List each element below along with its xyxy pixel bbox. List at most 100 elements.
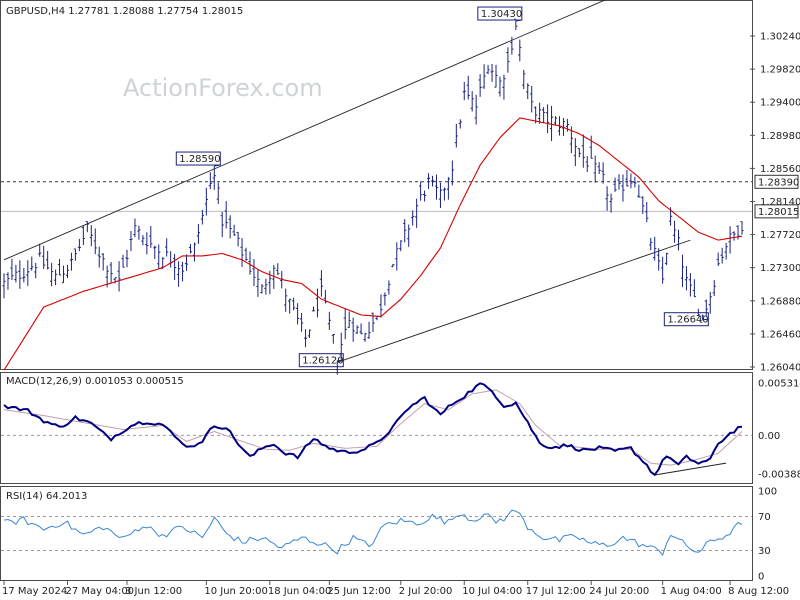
ohlc-bar: [629, 173, 633, 189]
ohlc-bar: [153, 245, 157, 260]
ohlc-bar: [605, 186, 609, 211]
ohlc-bar: [252, 259, 256, 287]
ohlc-bar: [538, 102, 542, 124]
ohlc-bar: [339, 332, 343, 361]
ohlc-bar: [117, 261, 121, 292]
ohlc-bar: [411, 210, 415, 226]
current-price-tag-box: [754, 204, 799, 219]
ohlc-bar: [728, 226, 732, 254]
time-tick: 27 May 04:00: [65, 586, 134, 597]
watermark: ActionForex.com: [123, 74, 323, 102]
ohlc-bar: [220, 211, 224, 238]
ohlc-bar: [38, 243, 42, 257]
ohlc-bar: [101, 253, 105, 271]
ohlc-bar: [53, 269, 58, 286]
ohlc-bar: [474, 94, 478, 125]
ohlc-bar: [415, 198, 419, 228]
ohlc-bar: [494, 64, 498, 88]
ohlc-bar: [672, 220, 677, 243]
annotation-text: 1.28590: [179, 154, 220, 165]
annotation-swing-high: 1.28590: [175, 151, 221, 167]
ohlc-bar: [446, 177, 450, 200]
macd-divergence-line: [654, 462, 727, 476]
ohlc-bar: [347, 311, 351, 328]
ohlc-bar: [665, 252, 669, 266]
ohlc-bar: [581, 134, 585, 168]
ohlc-bar: [34, 262, 38, 279]
rsi-tick: 70: [758, 512, 771, 523]
ohlc-bar: [514, 18, 518, 31]
ohlc-bar: [633, 176, 637, 188]
price-tick: 1.26040: [760, 363, 800, 374]
moving-average-line: [3, 117, 743, 371]
macd-tick: 0.00: [758, 431, 780, 442]
ohlc-bar: [343, 308, 347, 340]
ohlc-bar: [157, 244, 161, 269]
ohlc-bar: [613, 177, 617, 192]
ohlc-bar: [684, 266, 689, 291]
ohlc-bar: [482, 64, 486, 89]
ohlc-bar: [169, 251, 173, 268]
ohlc-bar: [192, 242, 197, 262]
ohlc-bar: [173, 253, 177, 280]
ohlc-bar: [458, 119, 462, 129]
ohlc-bar: [407, 224, 411, 247]
ohlc-bar: [248, 251, 252, 275]
ohlc-bar: [319, 270, 324, 297]
ohlc-bar: [212, 166, 216, 190]
ohlc-bar: [597, 162, 601, 174]
ohlc-bar: [141, 235, 145, 246]
current-price-tag: 1.28015: [754, 204, 799, 219]
macd-axis: 0.005314 0.00 -0.003885: [758, 378, 800, 480]
ohlc-bar: [109, 262, 113, 284]
ohlc-bar: [704, 299, 708, 316]
ohlc-bar: [625, 169, 629, 187]
ohlc-bar: [708, 291, 712, 314]
time-tick: 2 Jul 20:00: [399, 586, 453, 597]
ohlc-bar: [363, 332, 367, 342]
price-pane-frame: [0, 0, 753, 370]
rsi-label: RSI(14) 64.2013: [6, 491, 87, 502]
ohlc-bar: [296, 303, 300, 325]
ohlc-bar: [712, 280, 716, 297]
ohlc-bar: [30, 256, 34, 271]
ohlc-bar: [593, 155, 597, 183]
ohlc-bar: [542, 107, 546, 124]
ohlc-bar: [288, 298, 292, 314]
ohlc-bar: [6, 272, 10, 290]
ohlc-bar: [430, 175, 435, 187]
ohlc-bar: [589, 135, 593, 159]
ohlc-bar: [720, 247, 724, 264]
ohlc-bar: [653, 236, 657, 261]
annotation-text: 1.26640: [667, 315, 708, 326]
ohlc-bar: [133, 218, 137, 238]
ohlc-bar: [526, 83, 530, 100]
time-tick: 8 Aug 12:00: [728, 586, 789, 597]
ohlc-bar: [351, 317, 355, 342]
ohlc-bar: [93, 228, 97, 255]
ohlc-bar: [498, 76, 502, 97]
rsi-pane-frame: [0, 486, 753, 581]
macd-label: MACD(12,26,9) 0.001053 0.000515: [6, 376, 184, 387]
ohlc-bar: [335, 360, 339, 375]
ohlc-bar: [696, 308, 700, 317]
price-gridlines: [750, 35, 755, 368]
ohlc-bar: [486, 64, 490, 75]
ohlc-bar: [502, 74, 506, 100]
ohlc-bar: [740, 221, 744, 235]
ohlc-bar: [26, 260, 30, 286]
ohlc-bar: [724, 242, 728, 260]
resistance-tag: 1.28390: [754, 174, 799, 189]
ohlc-bar: [22, 267, 26, 283]
ohlc-bar: [645, 202, 649, 223]
ohlc-bar: [617, 174, 621, 190]
ohlc-bar: [121, 254, 125, 268]
ohlc-bar: [228, 215, 232, 239]
ohlc-bar: [454, 123, 458, 148]
ohlc-bar: [2, 273, 6, 299]
ohlc-bar: [355, 325, 359, 334]
ohlc-bar: [77, 238, 81, 252]
ohlc-bar: [145, 232, 149, 255]
annotation-box: [175, 151, 221, 166]
ohlc-bar: [573, 138, 577, 167]
